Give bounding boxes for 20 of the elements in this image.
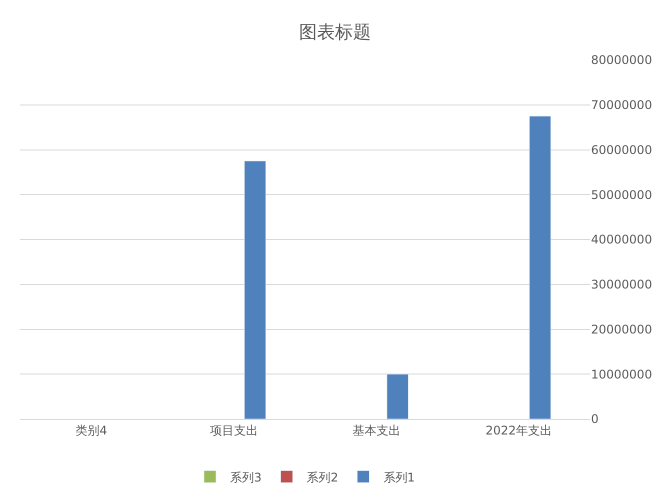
legend-label: 系列1: [383, 470, 415, 484]
y-tick-label: 80000000: [591, 53, 652, 68]
x-tick-label: 2022年支出: [485, 423, 552, 438]
x-tick-label: 基本支出: [352, 423, 400, 438]
y-tick-label: 70000000: [591, 98, 652, 112]
y-tick-label: 10000000: [591, 367, 652, 382]
y-tick-label: 30000000: [591, 278, 652, 292]
legend-label: 系列2: [306, 470, 338, 484]
y-tick-label: 50000000: [591, 188, 652, 202]
y-tick-label: 20000000: [591, 322, 652, 336]
bar: [244, 160, 266, 419]
x-tick-label: 类别4: [75, 423, 108, 438]
y-tick-label: 40000000: [591, 232, 652, 247]
y-tick-label: 60000000: [591, 142, 652, 157]
y-tick-label: 0: [591, 412, 599, 426]
bar: [386, 374, 409, 419]
legend-label: 系列3: [230, 470, 262, 484]
chart-title: 图表标题: [299, 22, 371, 43]
bar: [529, 116, 552, 419]
x-tick-label: 项目支出: [210, 423, 258, 438]
